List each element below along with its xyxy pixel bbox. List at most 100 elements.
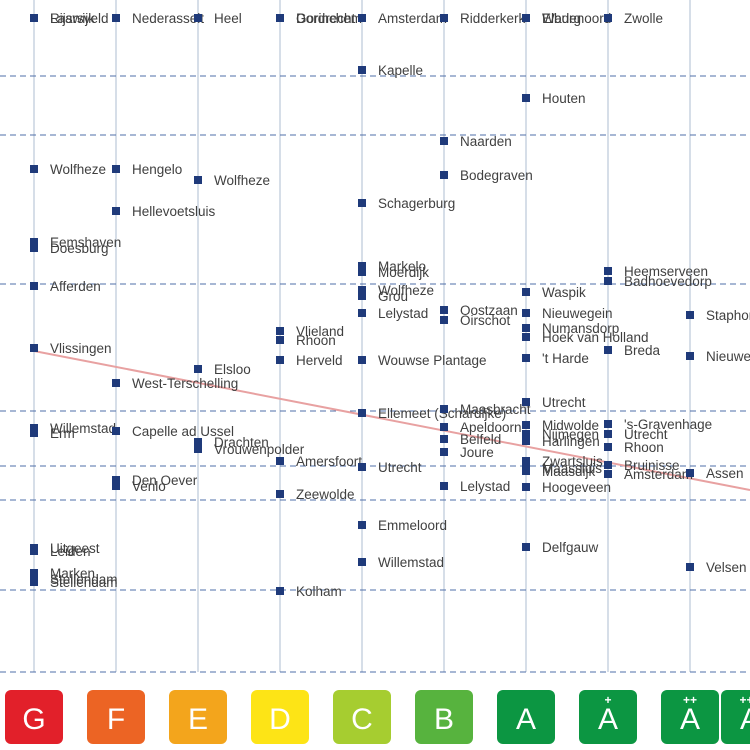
point-marker — [440, 405, 448, 413]
point-label: Amsterdam — [378, 11, 447, 26]
point-label: Doesburg — [50, 241, 109, 256]
point-marker — [686, 563, 694, 571]
point-marker — [194, 14, 202, 22]
data-point: Kolham — [276, 584, 342, 599]
point-marker — [358, 409, 366, 417]
point-marker — [440, 316, 448, 324]
data-point: Assen — [686, 466, 744, 481]
point-label: Dordrecht — [296, 11, 356, 26]
data-point: Grou — [358, 289, 408, 304]
data-point: Capelle ad Ussel — [112, 424, 234, 439]
point-label: Uitgeest — [50, 541, 100, 556]
point-label: Wolfheze — [214, 173, 270, 188]
point-marker — [358, 286, 366, 294]
data-point: Waspik — [522, 285, 586, 300]
data-point: Ridderkerk — [440, 11, 526, 26]
point-label: Lelystad — [378, 306, 428, 321]
point-marker — [276, 490, 284, 498]
point-label: Velsen — [706, 560, 747, 575]
energy-badge: B — [415, 690, 473, 744]
data-point: Midwolde — [522, 418, 599, 433]
energy-badge-letter: A — [516, 703, 536, 736]
data-point: Heemserveen — [604, 264, 708, 279]
data-point: Amersfoort — [276, 454, 362, 469]
energy-badge-bg — [579, 690, 637, 744]
data-point: Naarden — [440, 134, 512, 149]
energy-badge-plus: +++ — [739, 693, 750, 707]
point-marker — [522, 398, 530, 406]
point-label: Maassluis — [542, 461, 602, 476]
energy-badge-letter: C — [351, 703, 373, 736]
energy-badge-bg — [251, 690, 309, 744]
data-point: Emmeloord — [358, 518, 447, 533]
point-marker — [522, 543, 530, 551]
point-marker — [30, 547, 38, 555]
data-point: Utrecht — [604, 427, 668, 442]
point-marker — [358, 356, 366, 364]
point-marker — [112, 165, 120, 173]
point-label: Maasbracht — [460, 402, 531, 417]
point-marker — [440, 137, 448, 145]
point-marker — [522, 354, 530, 362]
point-marker — [522, 467, 530, 475]
point-label: Laarsveld — [50, 11, 109, 26]
point-label: Houten — [542, 91, 586, 106]
data-point: Marken — [30, 566, 95, 581]
data-point: Willemstad — [358, 555, 444, 570]
point-marker — [440, 448, 448, 456]
point-label: Emmeloord — [378, 518, 447, 533]
energy-badge-bg — [415, 690, 473, 744]
point-label: Moerdijk — [378, 265, 429, 280]
point-marker — [358, 521, 366, 529]
point-label: Utrecht — [624, 427, 668, 442]
point-label: Joure — [460, 445, 494, 460]
point-marker — [358, 558, 366, 566]
point-label: Rijswijk — [50, 11, 95, 26]
energy-badge: C — [333, 690, 391, 744]
data-point: Zwartsluis — [522, 454, 603, 469]
point-label: 't Harde — [542, 351, 589, 366]
energy-badge: D — [251, 690, 309, 744]
point-marker — [522, 14, 530, 22]
data-point: Rhoon — [604, 440, 664, 455]
point-marker — [522, 457, 530, 465]
point-marker — [358, 262, 366, 270]
point-label: Bodegraven — [460, 168, 533, 183]
point-marker — [112, 482, 120, 490]
point-label: Den Oever — [132, 473, 198, 488]
data-point: Stellendam — [30, 575, 118, 590]
data-point: Dordrecht — [276, 11, 356, 26]
point-label: Eemshaven — [50, 235, 121, 250]
point-marker — [522, 309, 530, 317]
energy-badge-letter: B — [434, 703, 454, 736]
point-label: Elburg — [542, 11, 581, 26]
point-marker — [112, 379, 120, 387]
data-point: Bruinisse — [604, 458, 680, 473]
energy-badge: A — [497, 690, 555, 744]
point-label: Utrecht — [542, 395, 586, 410]
point-marker — [604, 461, 612, 469]
point-label: Leiden — [50, 544, 91, 559]
point-label: Badhoevedorp — [624, 274, 712, 289]
data-point: Hoek van Holland — [522, 330, 649, 345]
data-point: Wouwse Plantage — [358, 353, 487, 368]
data-point: Velsen — [686, 560, 747, 575]
point-marker — [358, 66, 366, 74]
energy-badge-letter: G — [22, 703, 45, 736]
data-point: Hengelo — [112, 162, 182, 177]
point-label: Delfgauw — [542, 540, 599, 555]
energy-badge-bg — [333, 690, 391, 744]
point-marker — [604, 14, 612, 22]
data-point: Delfgauw — [522, 540, 599, 555]
point-label: Marken — [50, 566, 95, 581]
data-point: Herveld — [276, 353, 343, 368]
point-label: Hoek van Holland — [542, 330, 649, 345]
energy-badge-letter: E — [188, 703, 208, 736]
point-marker — [194, 438, 202, 446]
data-point: Venlo — [112, 479, 166, 494]
data-point: Wolfheze — [30, 162, 106, 177]
point-marker — [276, 356, 284, 364]
point-label: Stellendam — [50, 575, 118, 590]
